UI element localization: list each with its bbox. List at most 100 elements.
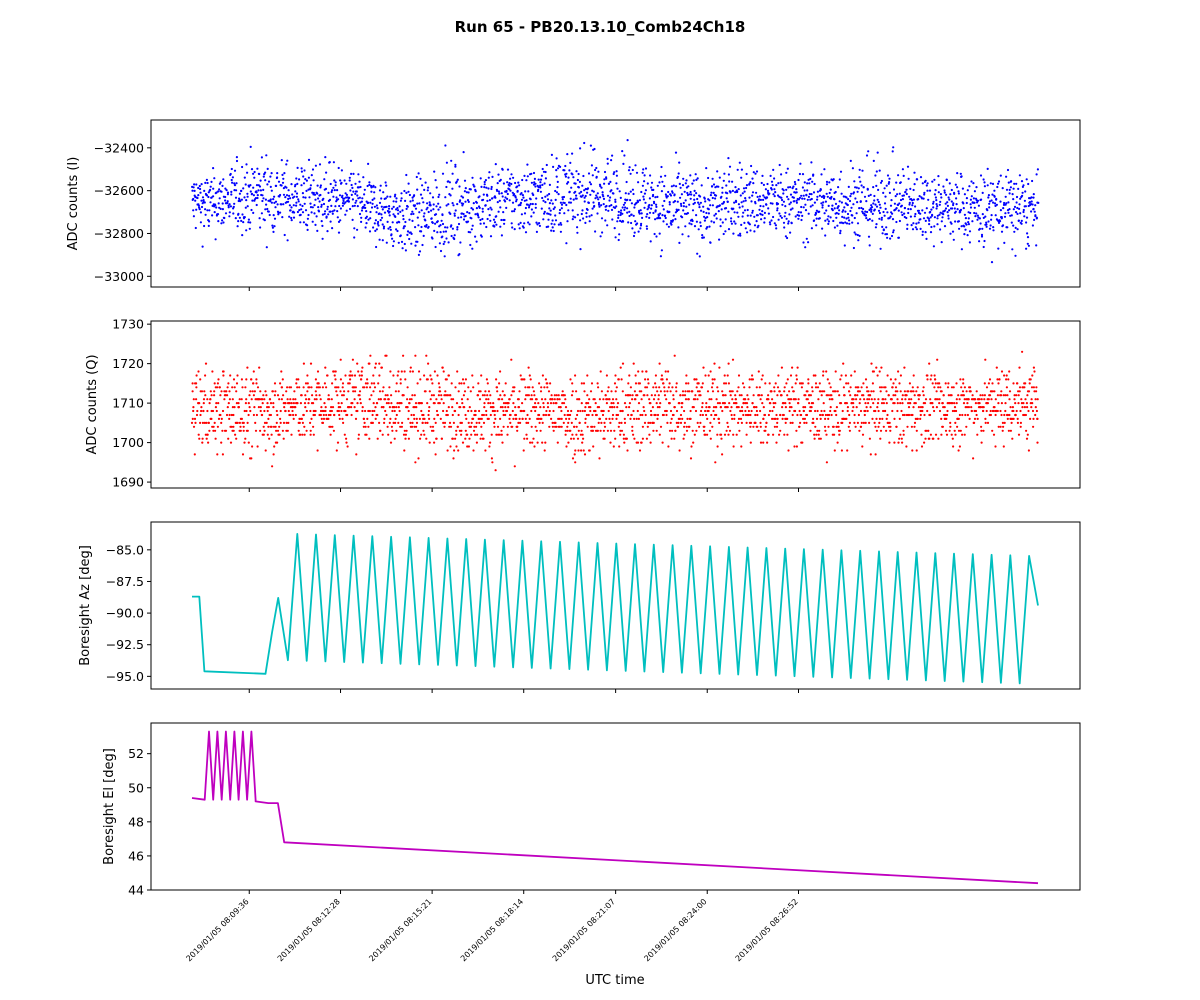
adc-q-data-point: [934, 433, 938, 436]
adc-q-data-point: [451, 413, 454, 417]
adc-q-data-point: [550, 394, 553, 397]
adc-q-data-point: [335, 390, 338, 393]
adc-i-data-point: [898, 192, 901, 195]
adc-i-data-point: [825, 183, 829, 186]
adc-q-data-point: [370, 382, 373, 385]
adc-q-data-point: [850, 374, 853, 377]
adc-q-data-point: [747, 409, 751, 413]
adc-i-data-point: [673, 200, 677, 203]
adc-i-data-point: [948, 198, 951, 201]
adc-q-data-point: [695, 378, 698, 381]
adc-q-data-point: [747, 413, 750, 417]
adc-i-data-point: [630, 221, 633, 225]
adc-i-data-point: [875, 170, 878, 173]
adc-q-data-point: [268, 437, 271, 440]
adc-i-data-point: [779, 214, 782, 218]
adc-q-data-point: [628, 374, 631, 377]
adc-q-data-point: [743, 386, 746, 389]
adc-i-data-point: [212, 187, 215, 190]
adc-q-data-point: [544, 441, 547, 444]
adc-q-data-point: [202, 409, 205, 413]
adc-q-data-point: [764, 429, 767, 432]
adc-q-data-point: [210, 417, 213, 420]
adc-q-data-point: [838, 394, 841, 397]
adc-i-data-point: [761, 210, 764, 213]
adc-q-data-point: [616, 413, 620, 417]
adc-i-data-point: [305, 189, 308, 192]
adc-i-data-point: [823, 195, 826, 198]
adc-q-data-point: [576, 409, 580, 413]
adc-i-data-point: [723, 172, 726, 175]
adc-q-data-point: [760, 378, 763, 381]
adc-q-data-point: [221, 453, 224, 456]
adc-i-data-point: [501, 168, 504, 171]
adc-i-data-point: [728, 165, 732, 168]
adc-i-data-point: [654, 209, 657, 212]
adc-q-data-point: [440, 394, 443, 397]
adc-q-data-point: [779, 413, 782, 417]
adc-i-data-point: [973, 206, 976, 209]
adc-i-data-point: [620, 209, 623, 212]
adc-i-data-point: [378, 212, 381, 215]
adc-i-data-point: [395, 197, 398, 200]
adc-q-data-point: [772, 433, 775, 436]
adc-i-data-point: [559, 165, 562, 168]
adc-q-data-point: [795, 374, 798, 377]
adc-q-data-point: [923, 441, 926, 444]
adc-i-data-point: [792, 185, 795, 188]
adc-q-data-point: [817, 433, 820, 436]
adc-q-data-point: [756, 413, 759, 417]
adc-q-data-point: [749, 441, 752, 444]
adc-i-data-point: [585, 215, 588, 218]
adc-i-data-point: [842, 209, 845, 212]
adc-i-data-point: [621, 150, 624, 153]
adc-q-data-point: [574, 374, 577, 377]
adc-q-data-point: [718, 366, 721, 369]
adc-i-data-point: [957, 220, 961, 223]
adc-q-data-point: [875, 429, 879, 432]
adc-q-data-point: [568, 417, 571, 420]
adc-q-data-point: [864, 378, 868, 381]
adc-i-data-point: [246, 205, 249, 208]
adc-i-data-point: [552, 229, 555, 233]
adc-q-data-point: [620, 421, 623, 424]
adc-q-data-point: [688, 390, 691, 393]
adc-i-data-point: [839, 232, 842, 235]
adc-i-data-point: [523, 222, 526, 225]
adc-i-data-point: [488, 214, 491, 217]
adc-i-data-point: [718, 204, 722, 207]
adc-i-data-point: [366, 184, 369, 188]
adc-i-data-point: [524, 206, 528, 210]
adc-i-data-point: [911, 204, 914, 207]
adc-i-data-point: [613, 206, 617, 209]
adc-q-data-point: [201, 437, 204, 440]
adc-q-data-point: [724, 382, 728, 385]
adc-q-data-point: [252, 382, 255, 385]
adc-q-data-point: [334, 378, 337, 381]
adc-i-data-point: [922, 217, 926, 220]
adc-i-data-point: [227, 206, 230, 209]
adc-i-data-point: [320, 220, 323, 223]
adc-q-data-point: [191, 417, 194, 420]
adc-q-data-point: [896, 409, 899, 413]
adc-q-data-point: [773, 390, 776, 393]
adc-q-data-point: [804, 394, 807, 397]
adc-i-data-point: [574, 182, 577, 185]
adc-q-data-point: [706, 390, 710, 393]
adc-q-data-point: [464, 378, 467, 381]
adc-i-data-point: [649, 174, 652, 177]
adc-q-data-point: [236, 421, 239, 424]
adc-q-data-point: [576, 398, 579, 401]
adc-i-data-point: [912, 188, 915, 192]
adc-q-data-point: [715, 413, 718, 417]
adc-i-data-point: [997, 182, 1000, 185]
adc-q-data-point: [865, 386, 869, 389]
adc-q-data-point: [801, 441, 804, 444]
adc-i-data-point: [734, 222, 737, 225]
adc-q-data-point: [718, 421, 721, 424]
adc-i-data-point: [650, 186, 653, 189]
adc-q-data-point: [838, 433, 841, 436]
adc-q-data-point: [263, 409, 266, 413]
adc-i-data-point: [764, 188, 768, 191]
adc-i-data-point: [1037, 201, 1040, 204]
